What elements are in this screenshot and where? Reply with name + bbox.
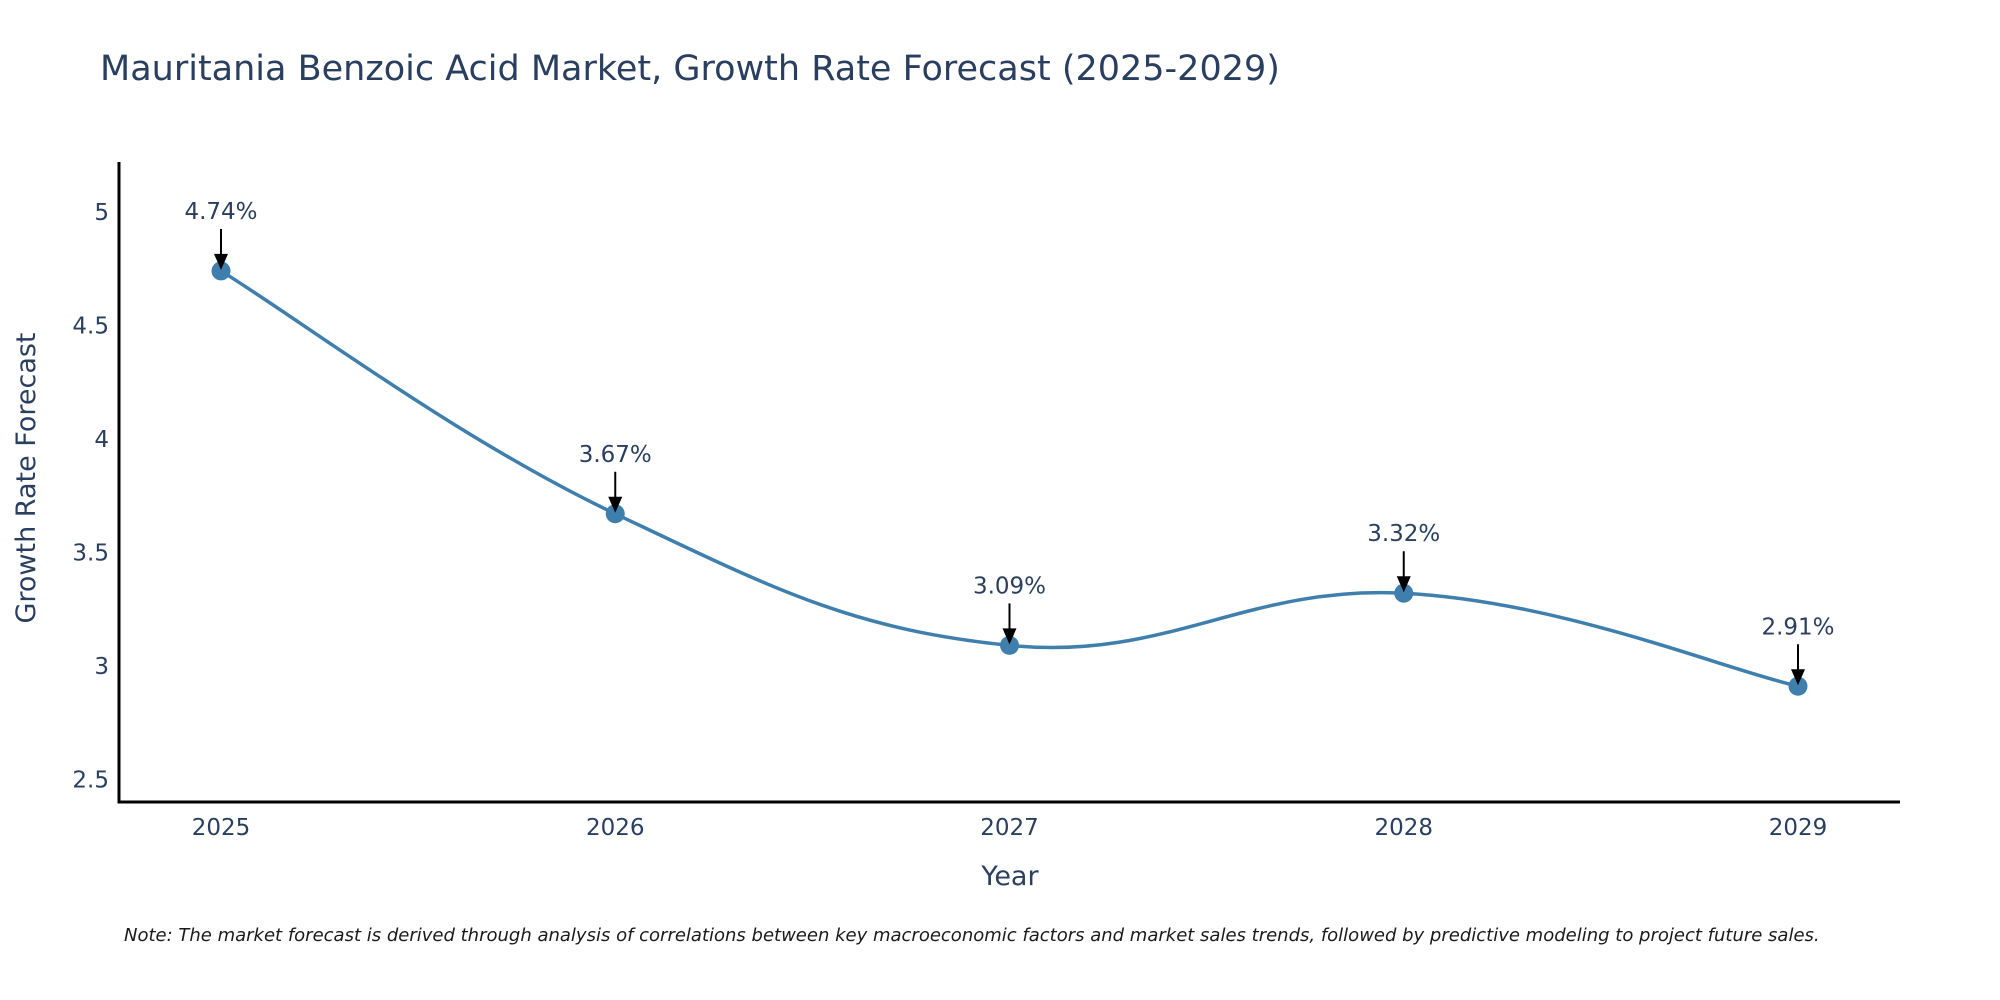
y-tick-label: 4 <box>94 427 109 453</box>
data-labels: 4.74% 3.67% 3.09% 3.32% 2.91% <box>184 199 1835 686</box>
y-tick-label: 5 <box>94 200 109 226</box>
annotation-arrow-head <box>608 496 623 513</box>
data-label-2029: 2.91% <box>1761 614 1834 640</box>
annotation-arrow-head <box>1002 628 1017 645</box>
data-point-2025 <box>211 261 231 281</box>
data-label-2028: 3.32% <box>1367 521 1440 547</box>
x-tick-label: 2025 <box>192 815 251 841</box>
data-label-2025: 4.74% <box>184 199 257 225</box>
y-tick-label: 4.5 <box>72 313 109 339</box>
annotation-arrow-head <box>1396 576 1411 593</box>
x-tick-label: 2029 <box>1769 815 1828 841</box>
x-tick-label: 2026 <box>586 815 645 841</box>
annotation-arrow-head <box>214 253 228 270</box>
data-label-2026: 3.67% <box>579 442 652 468</box>
y-tick-label: 3 <box>94 654 109 680</box>
x-axis-ticks: 2025 2026 2027 2028 2029 <box>192 815 1828 841</box>
y-axis-title: Growth Rate Forecast <box>11 332 42 623</box>
series-growth-rate <box>211 261 1808 696</box>
x-axis-title: Year <box>980 861 1039 892</box>
y-axis-ticks: 2.5 3 3.5 4 4.5 5 <box>72 200 109 793</box>
x-tick-label: 2028 <box>1374 815 1433 841</box>
data-point-2029 <box>1788 676 1808 696</box>
footnote: Note: The market forecast is derived thr… <box>124 925 1820 946</box>
annotation-arrow-head <box>1791 669 1805 686</box>
data-point-2027 <box>1000 635 1019 655</box>
x-tick-label: 2027 <box>980 815 1039 841</box>
axes <box>117 162 1900 804</box>
data-point-2026 <box>605 504 625 524</box>
data-point-2028 <box>1394 583 1414 603</box>
y-tick-label: 2.5 <box>72 767 109 793</box>
data-label-2027: 3.09% <box>973 573 1046 599</box>
chart-title: Mauritania Benzoic Acid Market, Growth R… <box>100 49 1280 89</box>
y-tick-label: 3.5 <box>72 540 109 566</box>
